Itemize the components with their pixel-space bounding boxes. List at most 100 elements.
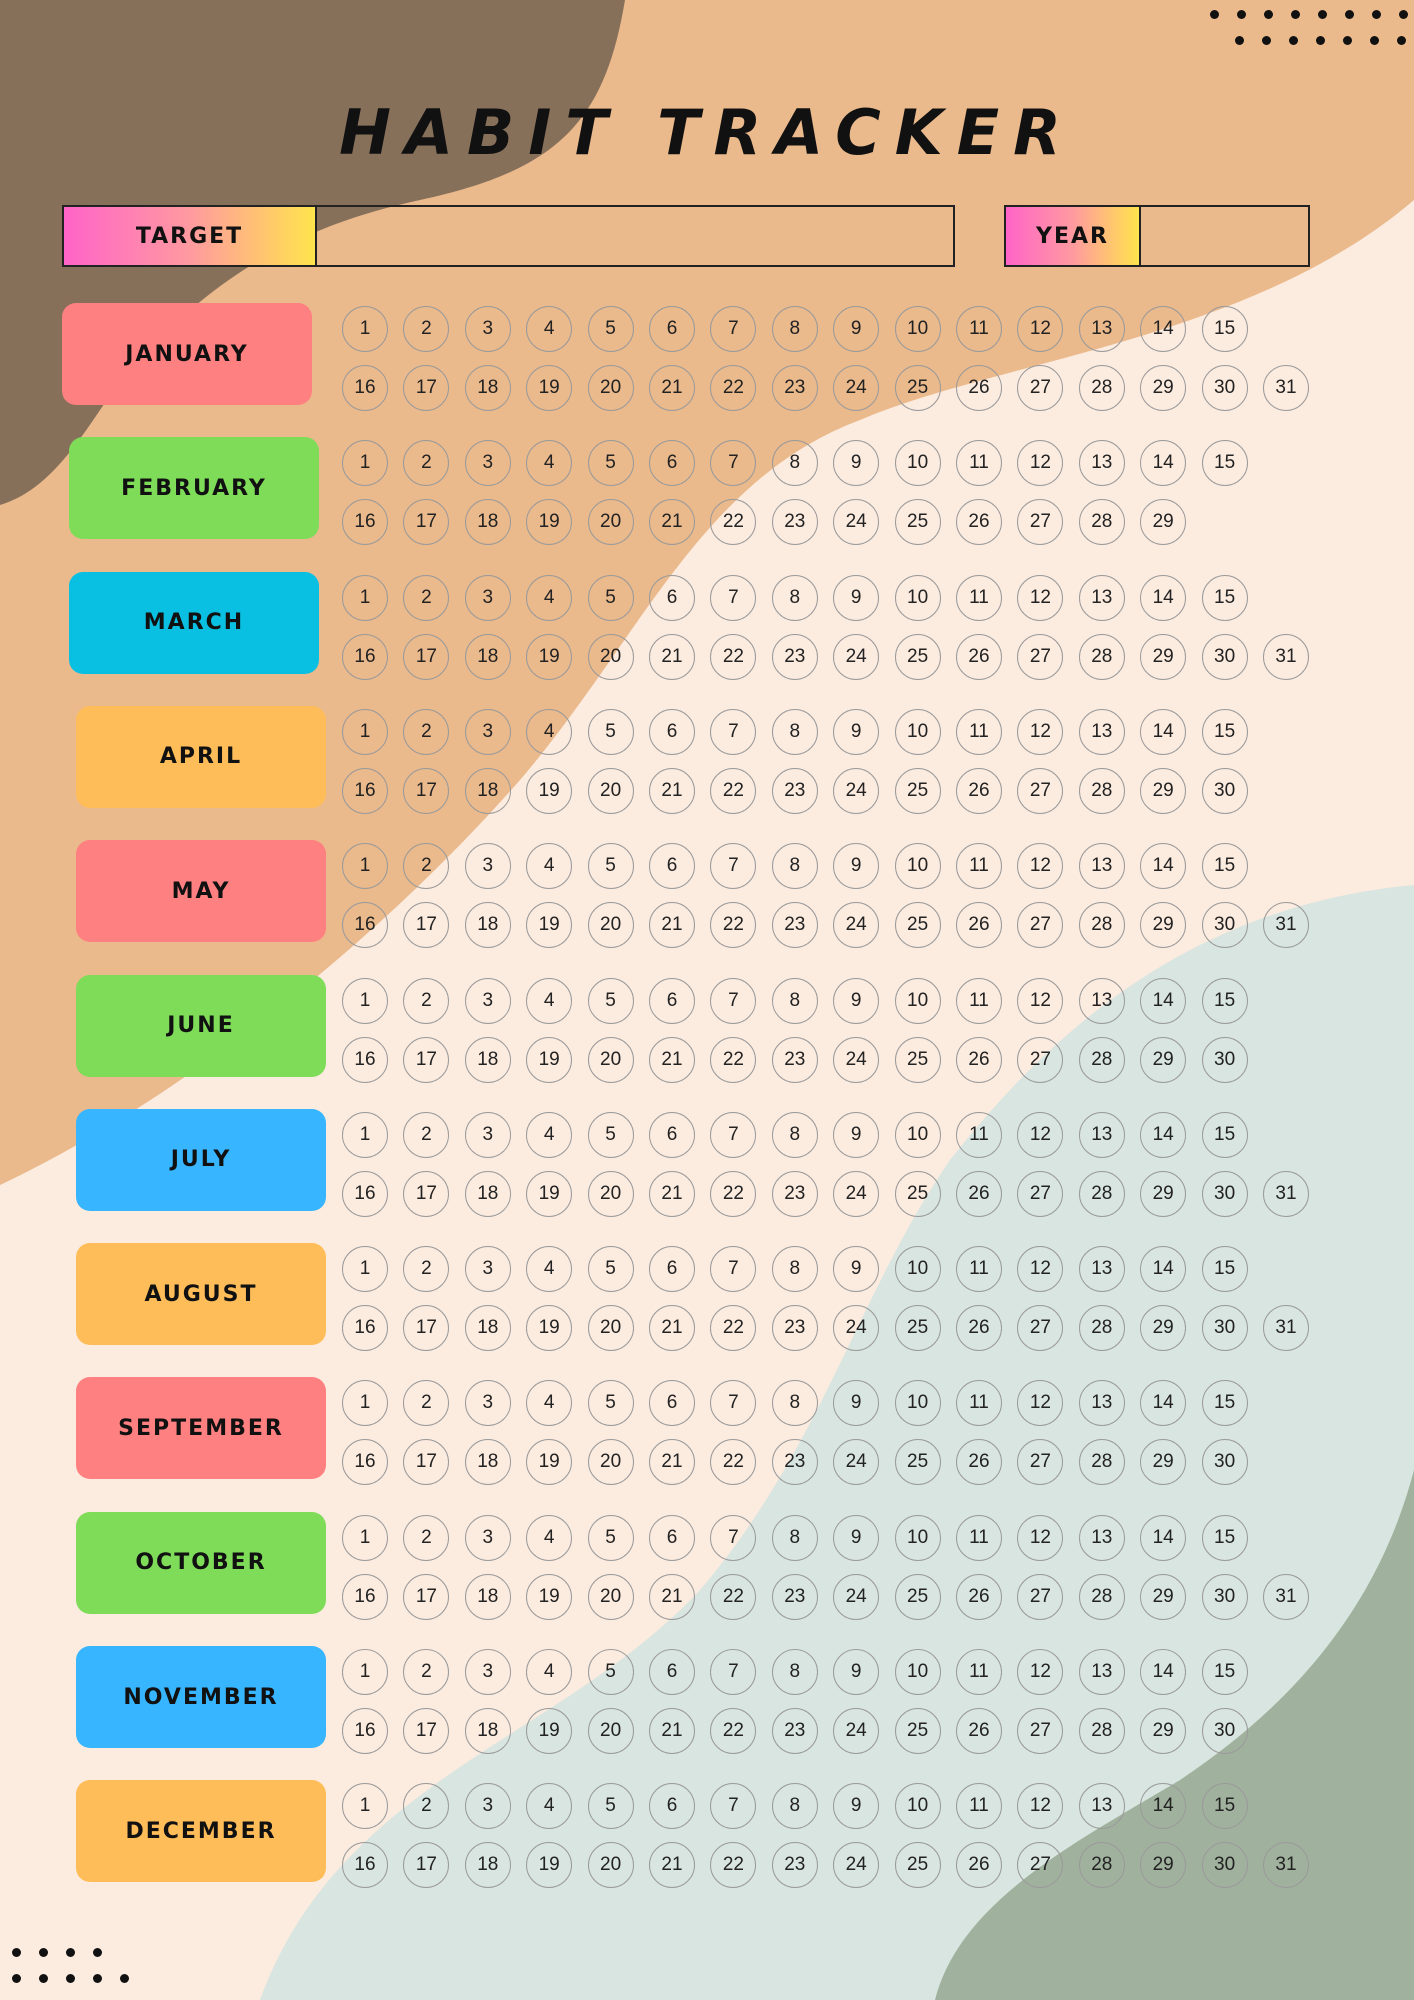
day-circle[interactable]: 12 <box>1017 977 1064 1024</box>
day-circle[interactable]: 25 <box>894 633 941 680</box>
day-circle[interactable]: 12 <box>1017 1380 1064 1427</box>
day-circle[interactable]: 27 <box>1017 1439 1064 1486</box>
day-circle[interactable]: 25 <box>894 1842 941 1889</box>
day-circle[interactable]: 5 <box>587 1514 634 1561</box>
day-circle[interactable]: 10 <box>894 708 941 755</box>
day-circle[interactable]: 25 <box>894 499 941 546</box>
day-circle[interactable]: 25 <box>894 767 941 814</box>
day-circle[interactable]: 22 <box>710 1439 757 1486</box>
day-circle[interactable]: 15 <box>1201 1246 1248 1293</box>
day-circle[interactable]: 9 <box>833 977 880 1024</box>
day-circle[interactable]: 28 <box>1078 1305 1125 1352</box>
day-circle[interactable]: 26 <box>956 1305 1002 1352</box>
day-circle[interactable]: 27 <box>1017 1842 1064 1889</box>
day-circle[interactable]: 12 <box>1017 1783 1064 1830</box>
day-circle[interactable]: 31 <box>1263 633 1309 680</box>
day-circle[interactable]: 8 <box>771 1111 818 1158</box>
day-circle[interactable]: 12 <box>1017 843 1064 890</box>
day-circle[interactable]: 30 <box>1201 1439 1248 1486</box>
day-circle[interactable]: 30 <box>1201 633 1248 680</box>
day-circle[interactable]: 7 <box>710 1380 757 1427</box>
day-circle[interactable]: 14 <box>1140 1514 1187 1561</box>
day-circle[interactable]: 14 <box>1140 1783 1187 1830</box>
day-circle[interactable]: 5 <box>587 440 634 487</box>
day-circle[interactable]: 16 <box>342 1439 388 1486</box>
day-circle[interactable]: 15 <box>1201 708 1248 755</box>
day-circle[interactable]: 29 <box>1140 1170 1187 1217</box>
day-circle[interactable]: 20 <box>587 1842 634 1889</box>
day-circle[interactable]: 18 <box>464 1036 511 1083</box>
day-circle[interactable]: 30 <box>1201 1708 1248 1754</box>
day-circle[interactable]: 20 <box>587 902 634 949</box>
day-circle[interactable]: 27 <box>1017 1573 1064 1620</box>
day-circle[interactable]: 19 <box>526 1842 573 1889</box>
day-circle[interactable]: 21 <box>649 1573 695 1620</box>
day-circle[interactable]: 18 <box>464 1305 511 1352</box>
day-circle[interactable]: 26 <box>956 1573 1002 1620</box>
day-circle[interactable]: 19 <box>526 902 573 949</box>
day-circle[interactable]: 16 <box>342 767 388 814</box>
day-circle[interactable]: 25 <box>894 1708 941 1754</box>
day-circle[interactable]: 13 <box>1078 708 1125 755</box>
day-circle[interactable]: 2 <box>403 1111 450 1158</box>
day-circle[interactable]: 14 <box>1140 1649 1187 1695</box>
day-circle[interactable]: 13 <box>1078 1783 1125 1830</box>
day-circle[interactable]: 3 <box>464 440 511 487</box>
day-circle[interactable]: 2 <box>403 1380 450 1427</box>
day-circle[interactable]: 13 <box>1078 440 1125 487</box>
day-circle[interactable]: 24 <box>833 1170 880 1217</box>
day-circle[interactable]: 24 <box>833 1708 880 1754</box>
day-circle[interactable]: 29 <box>1140 767 1187 814</box>
day-circle[interactable]: 20 <box>587 1439 634 1486</box>
day-circle[interactable]: 13 <box>1078 1111 1125 1158</box>
day-circle[interactable]: 13 <box>1078 306 1125 352</box>
day-circle[interactable]: 21 <box>649 902 695 949</box>
day-circle[interactable]: 3 <box>464 843 511 890</box>
day-circle[interactable]: 11 <box>956 1380 1002 1427</box>
day-circle[interactable]: 14 <box>1140 1111 1187 1158</box>
day-circle[interactable]: 30 <box>1201 1170 1248 1217</box>
day-circle[interactable]: 6 <box>649 1380 695 1427</box>
day-circle[interactable]: 8 <box>771 843 818 890</box>
day-circle[interactable]: 29 <box>1140 499 1187 546</box>
day-circle[interactable]: 22 <box>710 1708 757 1754</box>
day-circle[interactable]: 24 <box>833 365 880 411</box>
day-circle[interactable]: 1 <box>342 306 388 352</box>
day-circle[interactable]: 8 <box>771 977 818 1024</box>
day-circle[interactable]: 31 <box>1263 1842 1309 1889</box>
day-circle[interactable]: 23 <box>771 633 818 680</box>
day-circle[interactable]: 9 <box>833 708 880 755</box>
day-circle[interactable]: 6 <box>649 1111 695 1158</box>
day-circle[interactable]: 6 <box>649 1649 695 1695</box>
day-circle[interactable]: 2 <box>403 1649 450 1695</box>
day-circle[interactable]: 19 <box>526 365 573 411</box>
day-circle[interactable]: 7 <box>710 1783 757 1830</box>
day-circle[interactable]: 1 <box>342 1246 388 1293</box>
day-circle[interactable]: 6 <box>649 574 695 621</box>
day-circle[interactable]: 22 <box>710 902 757 949</box>
day-circle[interactable]: 15 <box>1201 977 1248 1024</box>
day-circle[interactable]: 28 <box>1078 767 1125 814</box>
day-circle[interactable]: 21 <box>649 1305 695 1352</box>
day-circle[interactable]: 15 <box>1201 306 1248 352</box>
day-circle[interactable]: 17 <box>403 1036 450 1083</box>
day-circle[interactable]: 29 <box>1140 1305 1187 1352</box>
day-circle[interactable]: 4 <box>526 708 573 755</box>
day-circle[interactable]: 18 <box>464 633 511 680</box>
day-circle[interactable]: 28 <box>1078 902 1125 949</box>
day-circle[interactable]: 10 <box>894 1380 941 1427</box>
day-circle[interactable]: 9 <box>833 1783 880 1830</box>
day-circle[interactable]: 29 <box>1140 1573 1187 1620</box>
day-circle[interactable]: 10 <box>894 440 941 487</box>
day-circle[interactable]: 12 <box>1017 1111 1064 1158</box>
day-circle[interactable]: 23 <box>771 767 818 814</box>
day-circle[interactable]: 21 <box>649 365 695 411</box>
day-circle[interactable]: 6 <box>649 1783 695 1830</box>
day-circle[interactable]: 20 <box>587 1305 634 1352</box>
day-circle[interactable]: 31 <box>1263 1170 1309 1217</box>
day-circle[interactable]: 18 <box>464 1573 511 1620</box>
day-circle[interactable]: 3 <box>464 1380 511 1427</box>
day-circle[interactable]: 7 <box>710 977 757 1024</box>
day-circle[interactable]: 18 <box>464 1708 511 1754</box>
day-circle[interactable]: 8 <box>771 708 818 755</box>
